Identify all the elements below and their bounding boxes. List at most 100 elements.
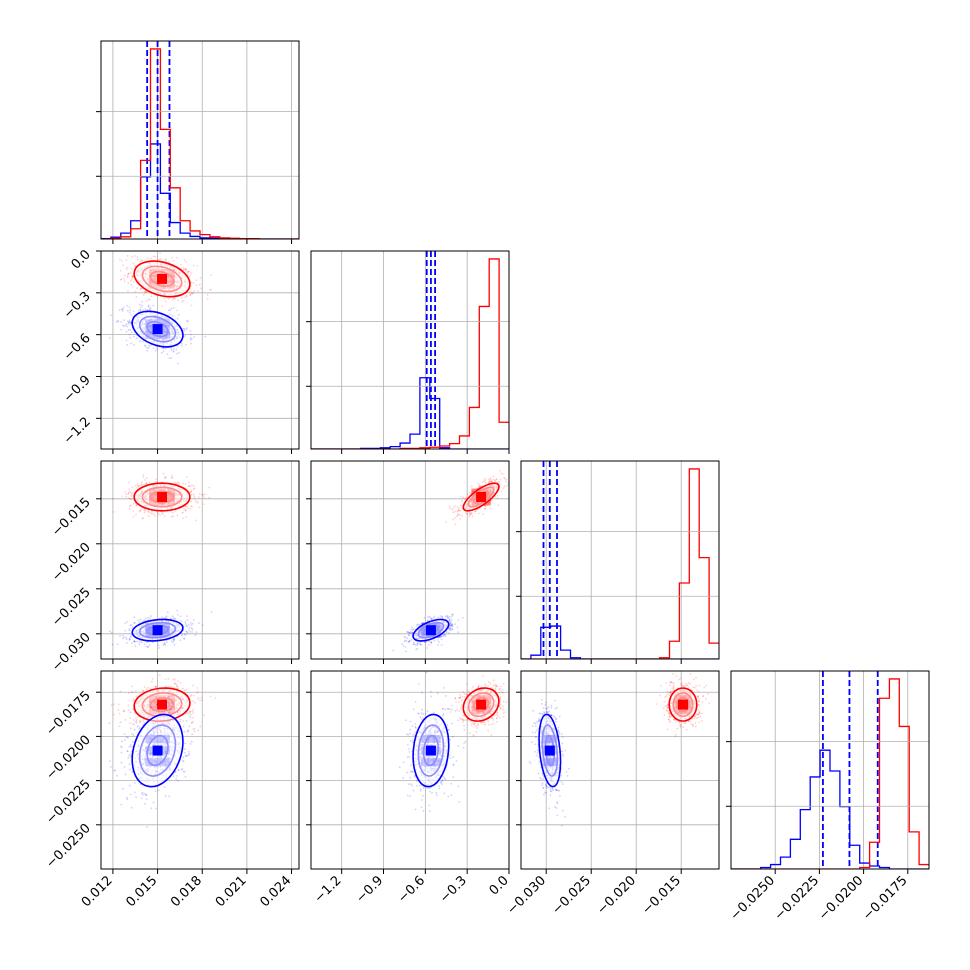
scatter-point (150, 512, 153, 515)
scatter-point (459, 495, 462, 498)
scatter-point (204, 335, 207, 338)
scatter-point (123, 636, 126, 638)
scatter-point (486, 504, 489, 506)
scatter-point (446, 615, 449, 618)
scatter-point (453, 505, 456, 507)
scatter-point (208, 486, 210, 489)
scatter-point (494, 480, 497, 482)
scatter-point (174, 509, 177, 512)
scatter-point (496, 494, 499, 497)
scatter-point (118, 309, 121, 312)
scatter-point (126, 641, 128, 644)
scatter-point (133, 264, 136, 267)
scatter-point (188, 725, 191, 728)
scatter-point (489, 477, 492, 479)
scatter-point (203, 493, 206, 496)
scatter-point (144, 344, 146, 347)
scatter-point (133, 728, 136, 731)
scatter-point (424, 640, 427, 643)
scatter-point (194, 634, 197, 637)
scatter-point (468, 511, 471, 514)
scatter-point (176, 609, 179, 612)
scatter-point (189, 507, 192, 510)
scatter-point (185, 516, 187, 518)
scatter-point (479, 485, 481, 488)
hist-step-blue (311, 377, 509, 449)
scatter-point (139, 310, 142, 312)
scatter-point (144, 345, 147, 348)
scatter-point (137, 715, 140, 718)
scatter-point (200, 287, 203, 290)
scatter-point (468, 512, 471, 515)
scatter-point (171, 256, 173, 259)
scatter-point (184, 508, 186, 511)
panel-content (108, 472, 213, 649)
scatter-point (143, 511, 146, 514)
scatter-point (135, 696, 138, 698)
scatter-point (133, 640, 136, 643)
scatter-point (469, 513, 472, 516)
scatter-point (172, 641, 175, 644)
scatter-point (173, 481, 176, 484)
scatter-point (471, 515, 474, 518)
scatter-point (450, 619, 453, 622)
scatter-point (191, 505, 193, 508)
scatter-point (457, 513, 459, 516)
scatter-point (440, 635, 443, 638)
scatter-point (155, 480, 158, 483)
scatter-point (190, 304, 193, 307)
scatter-point (457, 509, 460, 512)
scatter-point (170, 357, 173, 360)
hist-step-red (311, 258, 509, 449)
scatter-point (147, 510, 150, 513)
scatter-point (195, 284, 198, 287)
scatter-point (185, 271, 188, 273)
scatter-point (170, 476, 173, 479)
scatter-point (185, 755, 187, 757)
scatter-point (185, 689, 188, 691)
scatter-point (449, 627, 452, 629)
scatter-point (192, 485, 195, 487)
scatter-point (409, 632, 412, 634)
scatter-point (163, 477, 166, 480)
scatter-point (143, 509, 146, 512)
scatter-point (457, 509, 460, 512)
scatter-point (408, 639, 411, 642)
scatter-point (470, 485, 473, 488)
scatter-point (152, 513, 155, 516)
scatter-point (139, 260, 142, 263)
scatter-point (130, 495, 133, 497)
scatter-point (428, 640, 430, 643)
scatter-point (136, 255, 139, 258)
scatter-point (449, 627, 451, 630)
scatter-point (164, 475, 167, 478)
scatter-point (129, 638, 131, 641)
scatter-point (133, 622, 136, 624)
scatter-point (415, 648, 418, 651)
scatter-point (406, 631, 408, 633)
density-core (476, 492, 487, 502)
scatter-point (164, 300, 167, 303)
scatter-panel-p1-vs-p2 (306, 460, 510, 664)
scatter-point (430, 617, 433, 620)
scatter-point (188, 484, 191, 487)
scatter-point (477, 482, 480, 485)
scatter-point (140, 641, 143, 644)
scatter-point (131, 626, 134, 629)
scatter-point (442, 635, 445, 638)
scatter-point (143, 292, 146, 294)
scatter-point (142, 483, 145, 486)
scatter-point (504, 477, 506, 480)
scatter-point (127, 736, 129, 739)
scatter-point (159, 257, 162, 260)
scatter-point (132, 262, 135, 265)
scatter-point (452, 518, 454, 521)
scatter-point (110, 631, 113, 634)
scatter-point (179, 682, 182, 684)
scatter-point (445, 521, 448, 524)
scatter-point (183, 637, 186, 640)
scatter-point (122, 319, 125, 322)
scatter-point (505, 480, 507, 483)
scatter-point (110, 704, 113, 707)
scatter-point (128, 637, 131, 640)
